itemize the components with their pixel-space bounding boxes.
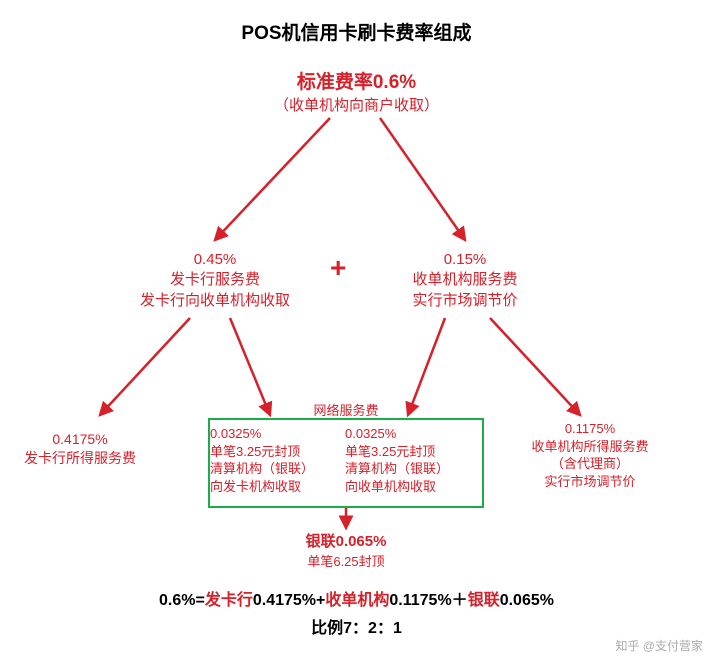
network-fee-label: 网络服务费 bbox=[208, 400, 484, 419]
union-line2: 单笔6.25封顶 bbox=[307, 554, 384, 569]
l3-boxleft-pct: 0.0325% bbox=[210, 425, 340, 443]
l3-farleft-pct: 0.4175% bbox=[5, 430, 155, 449]
arrow-line bbox=[215, 118, 330, 240]
l2-left-line1: 发卡行服务费 bbox=[115, 270, 315, 290]
l3-boxleft-line2: 清算机构（银联） bbox=[210, 460, 340, 478]
l2-left-line2: 发卡行向收单机构收取 bbox=[115, 291, 315, 311]
diagram-title: POS机信用卡刷卡费率组成 bbox=[0, 18, 713, 45]
l3-farright-line3: 实行市场调节价 bbox=[510, 473, 670, 491]
formula-part: 0.4175%+ bbox=[253, 592, 326, 609]
arrow-line bbox=[100, 318, 190, 415]
l3-boxright-node: 0.0325% 单笔3.25元封顶 清算机构（银联） 向收单机构收取 bbox=[345, 425, 475, 495]
arrow-line bbox=[380, 118, 465, 240]
root-node: 标准费率0.6% （收单机构向商户收取） bbox=[0, 70, 713, 116]
union-line1: 银联0.065% bbox=[306, 533, 387, 550]
ratio-line: 比例7：2：1 bbox=[0, 614, 713, 638]
root-desc: （收单机构向商户收取） bbox=[0, 96, 713, 116]
l2-right-node: 0.15% 收单机构服务费 实行市场调节价 bbox=[375, 250, 555, 311]
formula-part: 收单机构 bbox=[325, 592, 389, 609]
formula-line: 0.6%=发卡行0.4175%+收单机构0.1175%＋银联0.065% bbox=[0, 586, 713, 610]
l3-farleft-line1: 发卡行所得服务费 bbox=[5, 449, 155, 468]
l3-boxright-line3: 向收单机构收取 bbox=[345, 478, 475, 496]
formula-part: 0.065% bbox=[500, 592, 554, 609]
l2-right-pct: 0.15% bbox=[375, 250, 555, 270]
l3-boxleft-node: 0.0325% 单笔3.25元封顶 清算机构（银联） 向发卡机构收取 bbox=[210, 425, 340, 495]
formula-part: 0.6%= bbox=[159, 592, 205, 609]
l2-right-line1: 收单机构服务费 bbox=[375, 270, 555, 290]
watermark: 知乎 @支付营家 bbox=[615, 637, 703, 654]
l2-left-node: 0.45% 发卡行服务费 发卡行向收单机构收取 bbox=[115, 250, 315, 311]
arrow-line bbox=[490, 318, 580, 415]
l3-farright-pct: 0.1175% bbox=[510, 420, 670, 438]
l3-farright-line1: 收单机构所得服务费 bbox=[510, 438, 670, 456]
formula-part: 银联 bbox=[468, 592, 500, 609]
formula-part: 0.1175%＋ bbox=[389, 592, 467, 609]
l3-boxright-line2: 清算机构（银联） bbox=[345, 460, 475, 478]
l3-boxright-line1: 单笔3.25元封顶 bbox=[345, 443, 475, 461]
union-node: 银联0.065% 单笔6.25封顶 bbox=[266, 530, 426, 571]
l3-boxright-pct: 0.0325% bbox=[345, 425, 475, 443]
plus-sign: + bbox=[330, 252, 346, 284]
l3-farright-line2: （含代理商） bbox=[510, 455, 670, 473]
l2-right-line2: 实行市场调节价 bbox=[375, 291, 555, 311]
l3-farright-node: 0.1175% 收单机构所得服务费 （含代理商） 实行市场调节价 bbox=[510, 420, 670, 490]
formula-part: 发卡行 bbox=[205, 592, 253, 609]
l3-boxleft-line3: 向发卡机构收取 bbox=[210, 478, 340, 496]
l3-boxleft-line1: 单笔3.25元封顶 bbox=[210, 443, 340, 461]
root-pct: 标准费率0.6% bbox=[0, 70, 713, 96]
l2-left-pct: 0.45% bbox=[115, 250, 315, 270]
l3-farleft-node: 0.4175% 发卡行所得服务费 bbox=[5, 430, 155, 468]
